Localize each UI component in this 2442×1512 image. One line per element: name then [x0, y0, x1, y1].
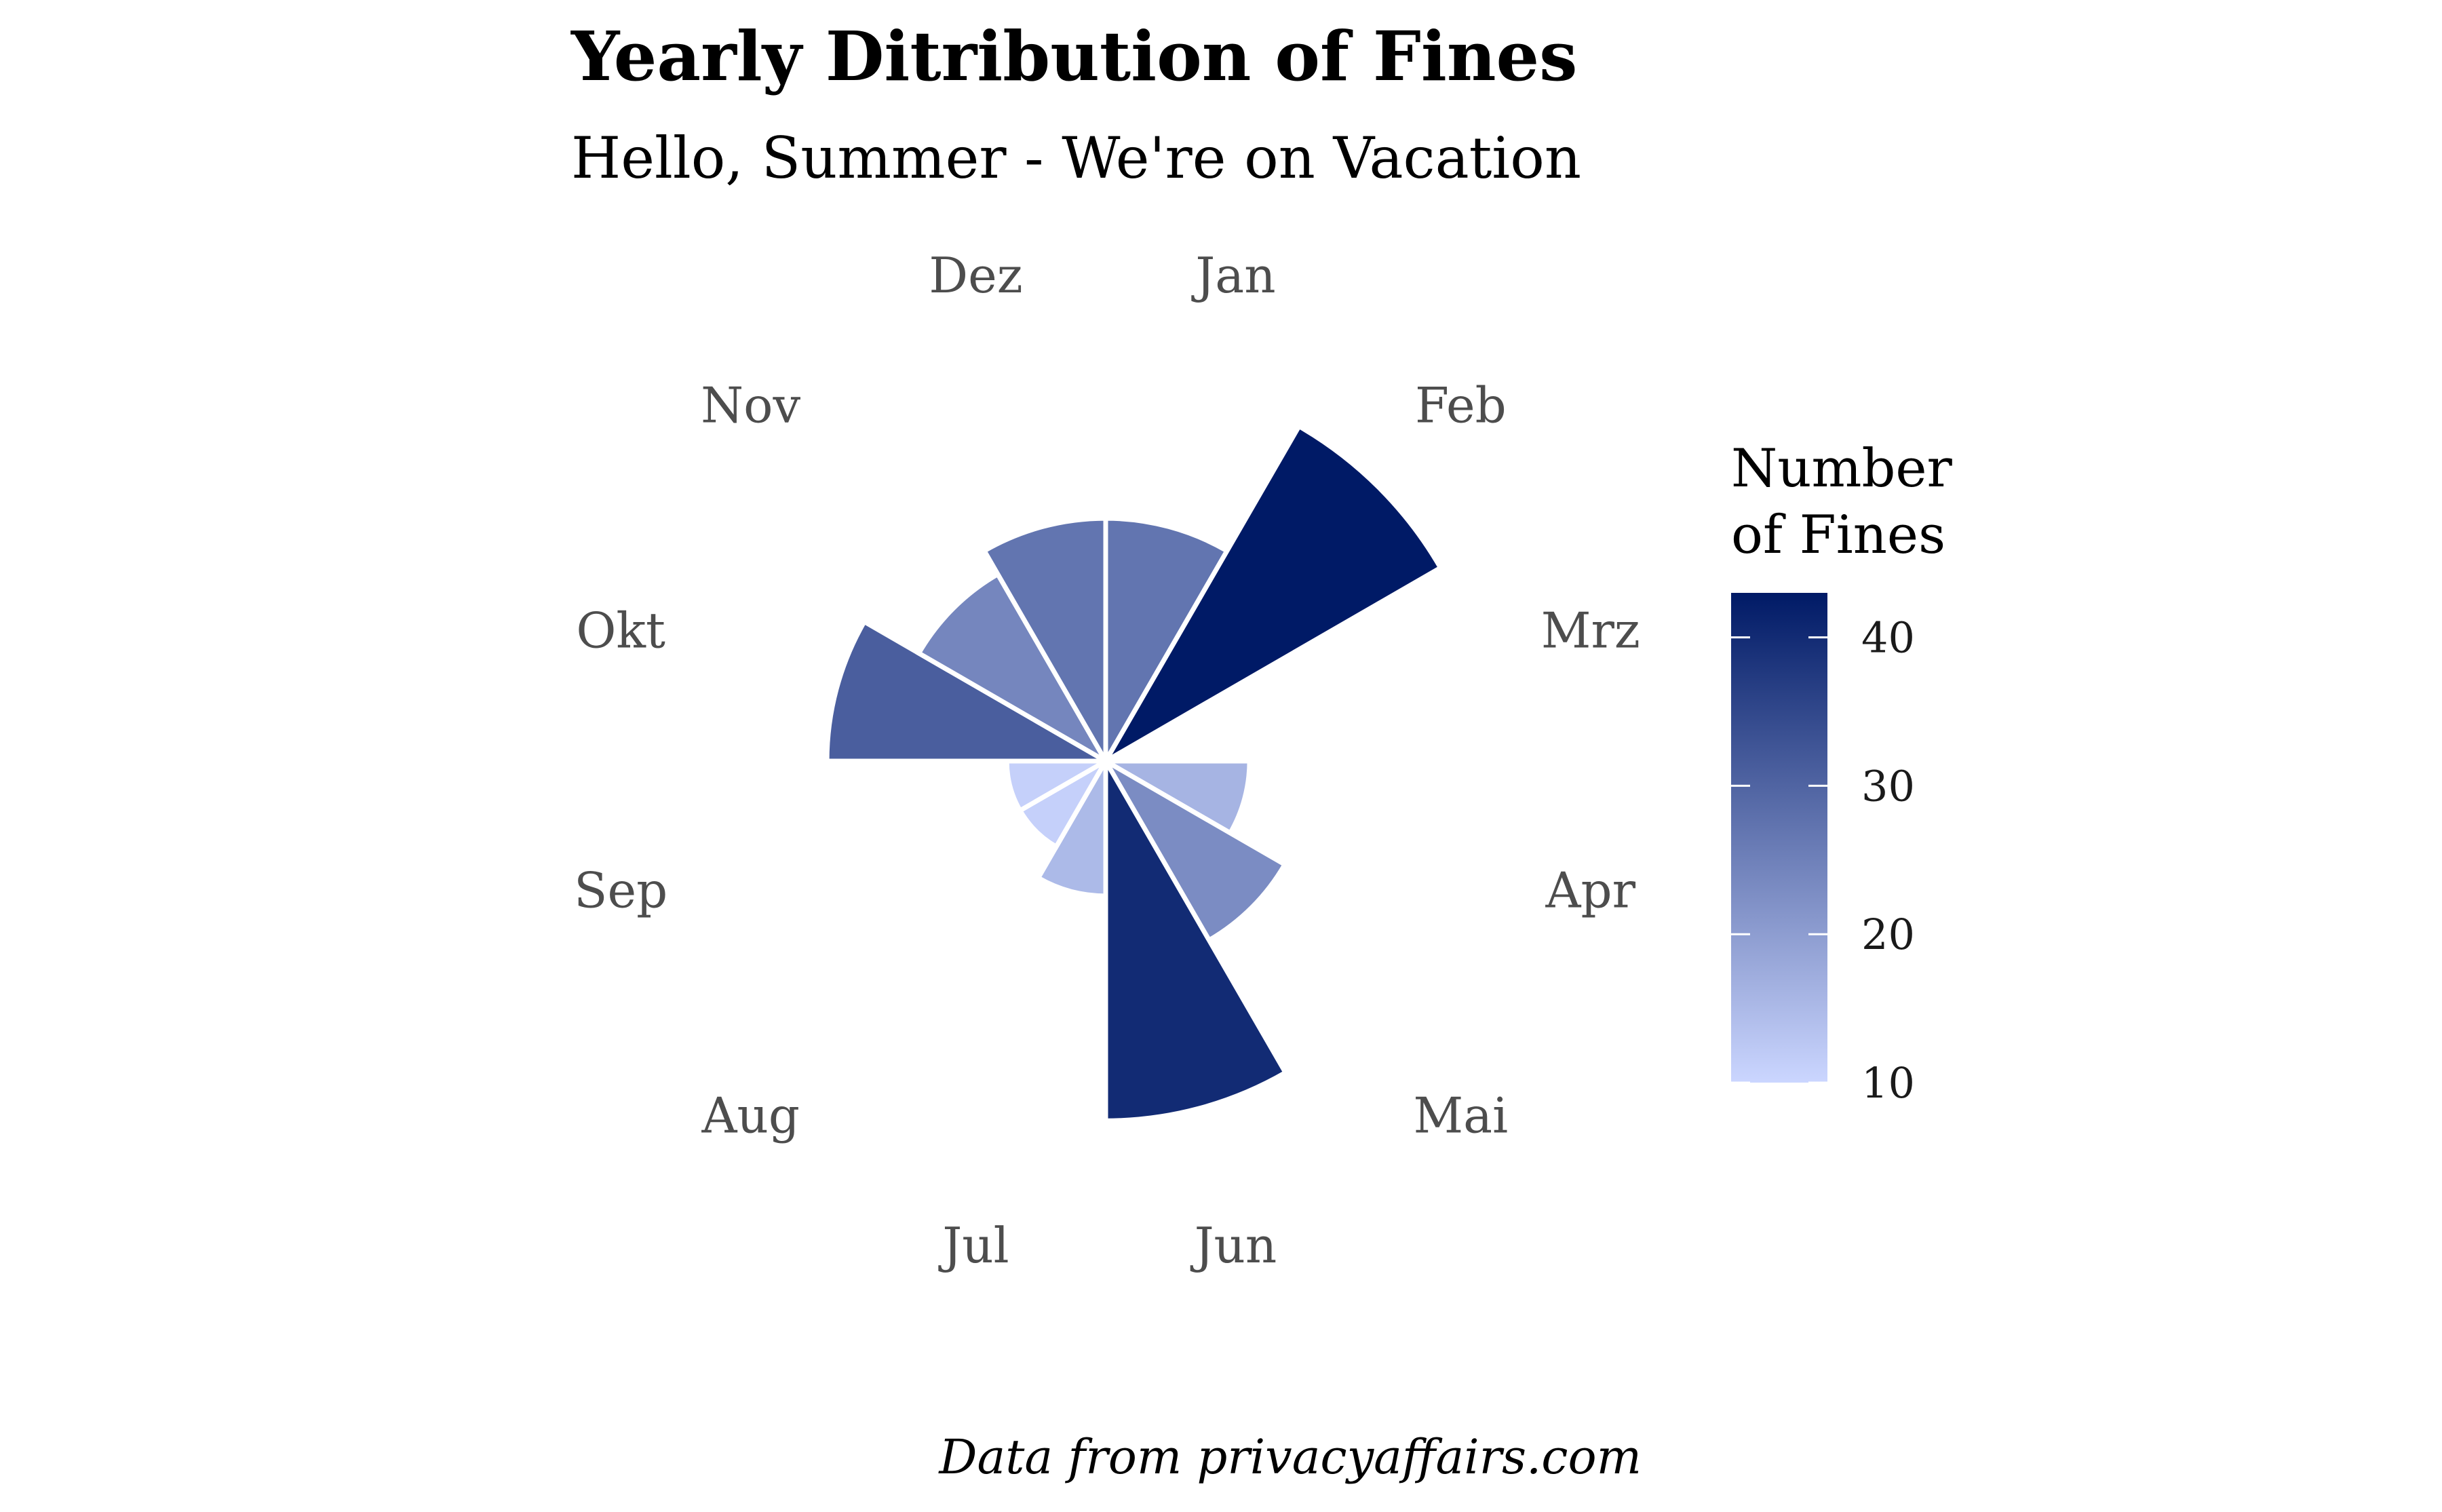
legend-colorbar: [1731, 593, 1827, 1083]
bar-jan: [1103, 516, 1230, 771]
month-label-dez: Dez: [929, 247, 1022, 304]
month-label-feb: Feb: [1415, 377, 1507, 434]
bar-mai: [1099, 754, 1288, 944]
month-label-sep: Sep: [574, 862, 667, 919]
chart-title: Yearly Ditribution of Fines: [570, 16, 1577, 96]
legend-tick-label-40: 40: [1861, 613, 1915, 663]
month-label-nov: Nov: [701, 377, 800, 434]
chart-caption: Data from privacyaffairs.com: [937, 1429, 1642, 1485]
month-label-aug: Aug: [701, 1087, 799, 1144]
legend-title-line2: of Fines: [1731, 505, 1945, 566]
legend-tick-label-10: 10: [1861, 1058, 1915, 1108]
bar-jun: [1103, 752, 1289, 1123]
bar-apr: [1096, 758, 1252, 836]
legend-tick-label-20: 20: [1861, 910, 1915, 959]
legend-title-line1: Number: [1731, 438, 1953, 499]
legend-tick-label-30: 30: [1861, 761, 1915, 811]
month-label-jul: Jul: [937, 1217, 1009, 1274]
color-legend: Number of Fines 10 20 30 40: [1731, 438, 1953, 1108]
month-label-jan: Jan: [1190, 247, 1275, 304]
bar-okt: [824, 618, 1115, 764]
chart-subtitle: Hello, Summer - We're on Vacation: [571, 125, 1581, 191]
month-label-apr: Apr: [1545, 862, 1636, 919]
bar-feb: [1099, 423, 1444, 768]
month-label-okt: Okt: [576, 602, 665, 659]
bars-layer: [824, 423, 1444, 1123]
bar-dez: [981, 516, 1108, 771]
month-label-mrz: Mrz: [1541, 602, 1640, 659]
month-labels-layer: Jan Feb Mrz Apr Mai Jun Jul Aug Sep Okt Nov Dez: [574, 247, 1640, 1274]
month-label-jun: Jun: [1190, 1217, 1277, 1274]
month-label-mai: Mai: [1413, 1087, 1508, 1144]
bar-nov: [915, 570, 1112, 768]
legend-ticks: 10 20 30 40: [1731, 613, 1915, 1108]
